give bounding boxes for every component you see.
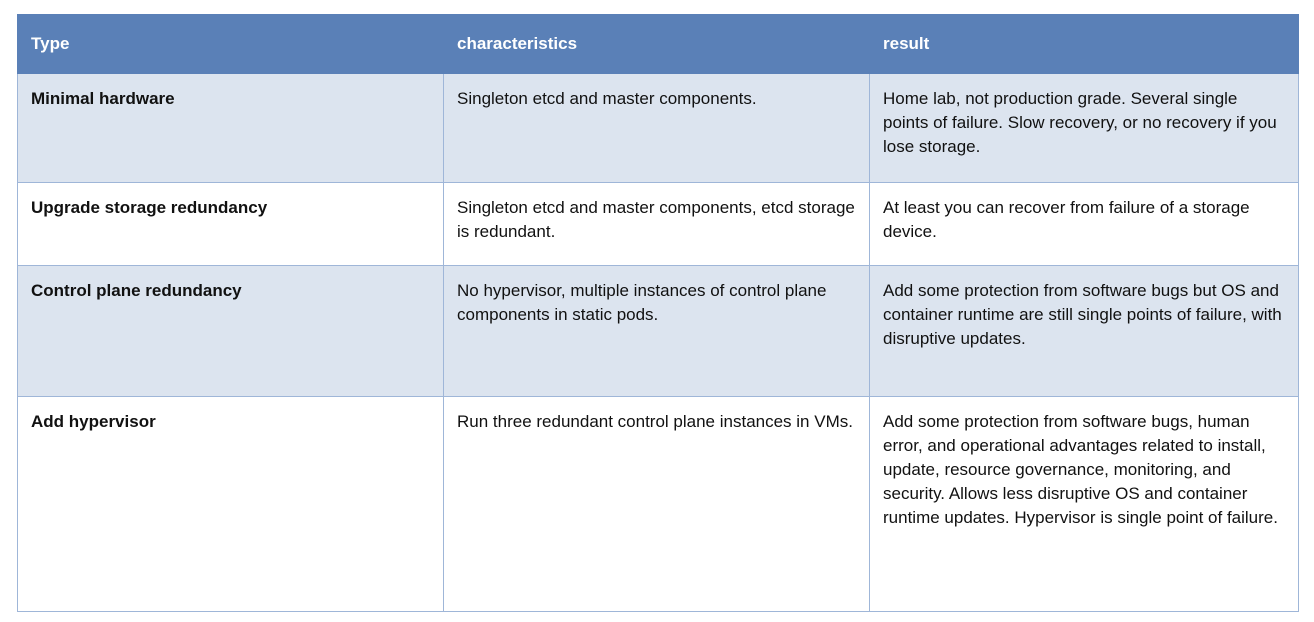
table-row: Upgrade storage redundancy Singleton etc…: [17, 182, 1299, 266]
redundancy-table: Type characteristics result Minimal hard…: [17, 14, 1299, 612]
cell-result: Add some protection from software bugs b…: [869, 265, 1299, 397]
cell-type: Add hypervisor: [17, 396, 444, 612]
header-row: Type characteristics result: [17, 14, 1299, 74]
cell-characteristics: Singleton etcd and master components.: [443, 73, 870, 183]
table-row: Control plane redundancy No hypervisor, …: [17, 265, 1299, 397]
cell-result: Home lab, not production grade. Several …: [869, 73, 1299, 183]
cell-result: Add some protection from software bugs, …: [869, 396, 1299, 612]
table-row: Minimal hardware Singleton etcd and mast…: [17, 73, 1299, 183]
cell-characteristics: No hypervisor, multiple instances of con…: [443, 265, 870, 397]
cell-type: Upgrade storage redundancy: [17, 182, 444, 266]
cell-characteristics: Run three redundant control plane instan…: [443, 396, 870, 612]
cell-result: At least you can recover from failure of…: [869, 182, 1299, 266]
cell-type: Control plane redundancy: [17, 265, 444, 397]
cell-characteristics: Singleton etcd and master components, et…: [443, 182, 870, 266]
header-type: Type: [17, 14, 444, 74]
header-result: result: [869, 14, 1299, 74]
cell-type: Minimal hardware: [17, 73, 444, 183]
header-characteristics: characteristics: [443, 14, 870, 74]
table-row: Add hypervisor Run three redundant contr…: [17, 396, 1299, 612]
